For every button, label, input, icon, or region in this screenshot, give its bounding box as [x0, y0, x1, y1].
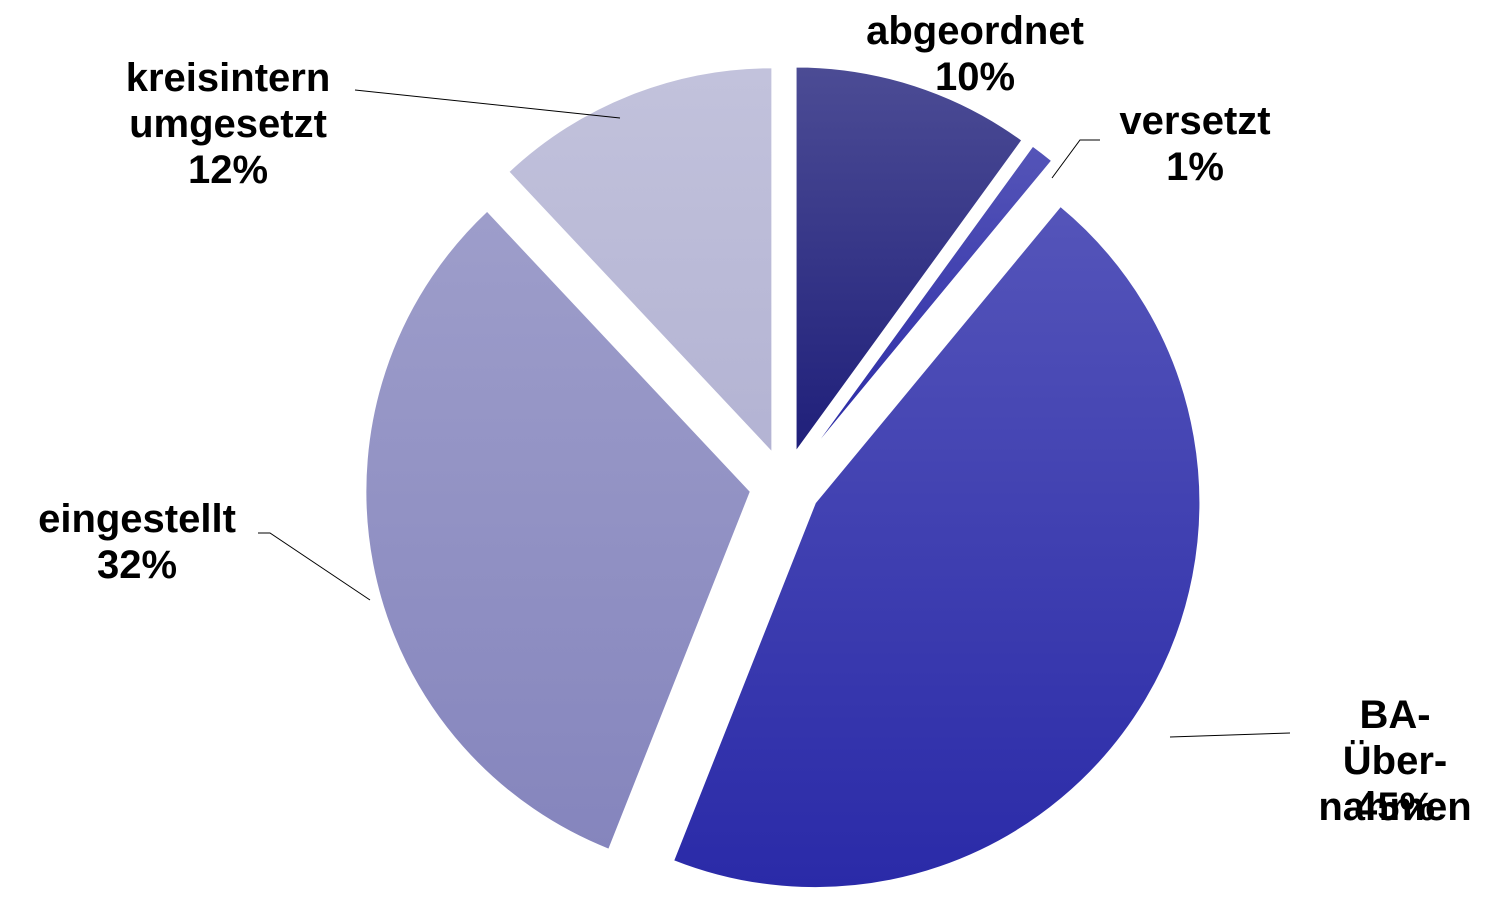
leader-line [354, 89, 621, 119]
pie-slice [795, 65, 1024, 455]
value-label: 10% [934, 55, 1016, 99]
leader-line [258, 532, 371, 601]
value-label: 32% [96, 543, 178, 587]
value-label: 1% [1166, 145, 1224, 189]
leader-line [1051, 139, 1100, 179]
slice-label: BA-Über- nahmen [1318, 693, 1472, 829]
slice-label: abgeordnet [866, 9, 1084, 53]
pie-slice [507, 66, 773, 455]
pie-slice [672, 205, 1201, 889]
value-label: 12% [187, 148, 269, 192]
value-label: 45% [1354, 785, 1436, 829]
pie-slice [364, 209, 752, 851]
pie-slice [805, 144, 1053, 458]
slice-label: eingestellt [38, 497, 236, 541]
slice-label: versetzt [1119, 99, 1271, 143]
leader-line [1169, 732, 1291, 738]
slice-label: kreisintern umgesetzt [125, 56, 331, 146]
